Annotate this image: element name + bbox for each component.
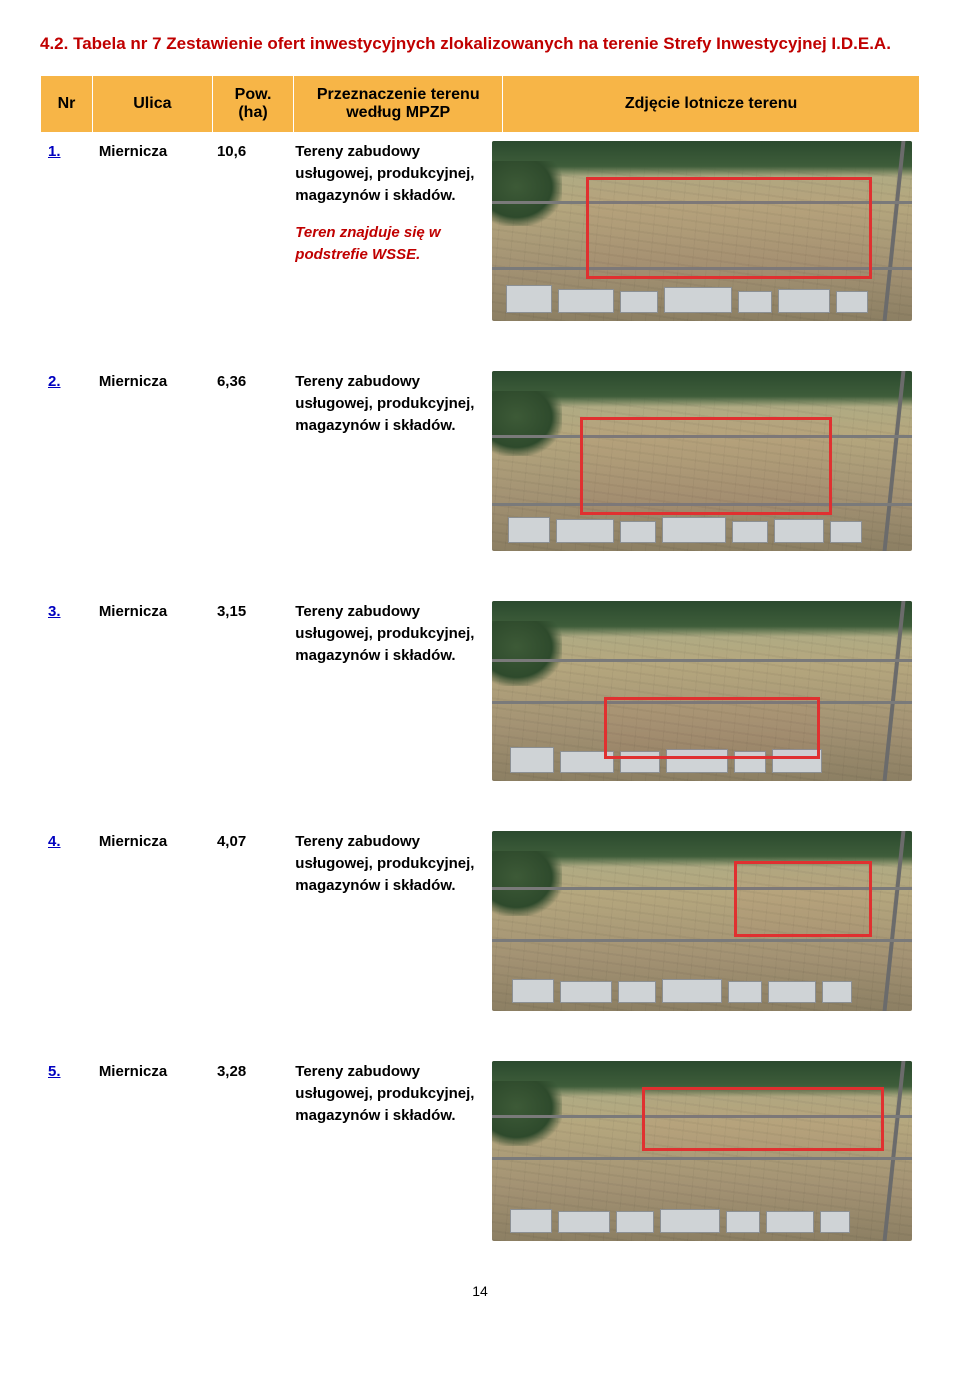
row-desc: Tereny zabudowy usługowej, produkcyjnej,…: [287, 1053, 484, 1249]
plot-outline: [580, 417, 832, 515]
aerial-photo: [492, 141, 912, 321]
aerial-photo: [492, 601, 912, 781]
aerial-photo: [492, 831, 912, 1011]
th-ulica: Ulica: [93, 76, 213, 133]
row-pow: 6,36: [209, 363, 287, 559]
plot-outline: [642, 1087, 884, 1151]
th-nr: Nr: [41, 76, 93, 133]
table-row: 4. Miernicza 4,07 Tereny zabudowy usługo…: [40, 823, 920, 1019]
row-pow: 3,28: [209, 1053, 287, 1249]
page-number: 14: [40, 1283, 920, 1299]
th-photo: Zdjęcie lotnicze terenu: [503, 76, 920, 133]
table-row: 5. Miernicza 3,28 Tereny zabudowy usługo…: [40, 1053, 920, 1249]
offers-table-header: Nr Ulica Pow. (ha) Przeznaczenie terenu …: [40, 75, 920, 133]
row-pow: 10,6: [209, 133, 287, 329]
aerial-photo: [492, 371, 912, 551]
row-ulica: Miernicza: [91, 1053, 209, 1249]
row-desc-extra: Teren znajduje się w podstrefie WSSE.: [295, 222, 476, 266]
row-desc: Tereny zabudowy usługowej, produkcyjnej,…: [287, 593, 484, 789]
row-ulica: Miernicza: [91, 593, 209, 789]
row-pow: 4,07: [209, 823, 287, 1019]
table-row: 1. Miernicza 10,6 Tereny zabudowy usługo…: [40, 133, 920, 329]
row-number-link[interactable]: 1.: [48, 143, 61, 160]
row-number-link[interactable]: 3.: [48, 603, 61, 620]
row-number-link[interactable]: 4.: [48, 833, 61, 850]
row-ulica: Miernicza: [91, 363, 209, 559]
row-ulica: Miernicza: [91, 823, 209, 1019]
row-pow: 3,15: [209, 593, 287, 789]
aerial-photo: [492, 1061, 912, 1241]
row-ulica: Miernicza: [91, 133, 209, 329]
row-desc: Tereny zabudowy usługowej, produkcyjnej,…: [287, 823, 484, 1019]
section-title: 4.2. Tabela nr 7 Zestawienie ofert inwes…: [40, 30, 920, 57]
plot-outline: [604, 697, 820, 759]
th-pow: Pow. (ha): [212, 76, 294, 133]
plot-outline: [586, 177, 872, 279]
row-desc: Tereny zabudowy usługowej, produkcyjnej,…: [287, 363, 484, 559]
row-desc: Tereny zabudowy usługowej, produkcyjnej,…: [295, 141, 476, 206]
th-desc: Przeznaczenie terenu według MPZP: [294, 76, 503, 133]
row-number-link[interactable]: 2.: [48, 373, 61, 390]
table-row: 2. Miernicza 6,36 Tereny zabudowy usługo…: [40, 363, 920, 559]
row-number-link[interactable]: 5.: [48, 1063, 61, 1080]
plot-outline: [734, 861, 872, 937]
table-row: 3. Miernicza 3,15 Tereny zabudowy usługo…: [40, 593, 920, 789]
